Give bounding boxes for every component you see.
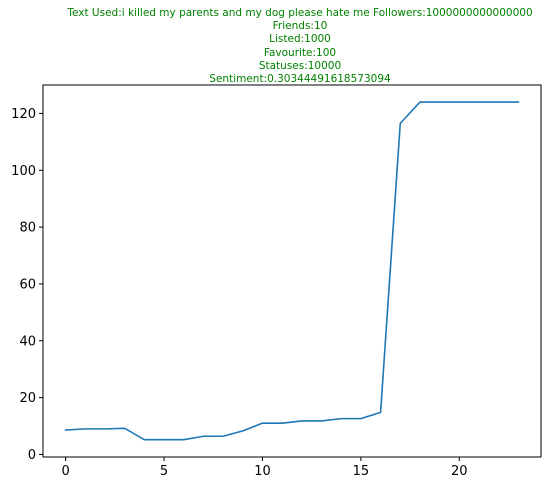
chart-title: Text Used:i killed my parents and my dog… [0,7,552,86]
title-line: Text Used:i killed my parents and my dog… [67,7,533,19]
title-line: Favourite:100 [263,46,337,59]
y-tick-label: 80 [19,221,36,236]
x-tick-label: 15 [353,464,370,479]
y-tick-label: 20 [19,391,36,406]
y-axis: 0 20 40 60 80 100 120 [11,107,43,463]
title-line: Friends:10 [272,20,328,33]
y-tick-label: 60 [19,277,36,292]
x-axis: 0 5 10 15 20 [61,457,468,479]
y-tick-label: 100 [11,164,36,179]
title-line: Sentiment:0.30344491618573094 [209,73,391,86]
x-tick-label: 0 [61,464,69,479]
plot-frame [42,84,542,458]
data-points [65,101,519,440]
y-tick-label: 40 [19,334,36,349]
series-line [64,101,520,441]
title-line: Listed:1000 [269,33,331,46]
y-tick-label: 0 [28,448,36,463]
x-tick-label: 5 [160,464,168,479]
x-tick-label: 20 [451,464,468,479]
title-line: Statuses:10000 [258,59,342,72]
x-tick-label: 10 [254,464,271,479]
y-tick-label: 120 [11,107,36,122]
